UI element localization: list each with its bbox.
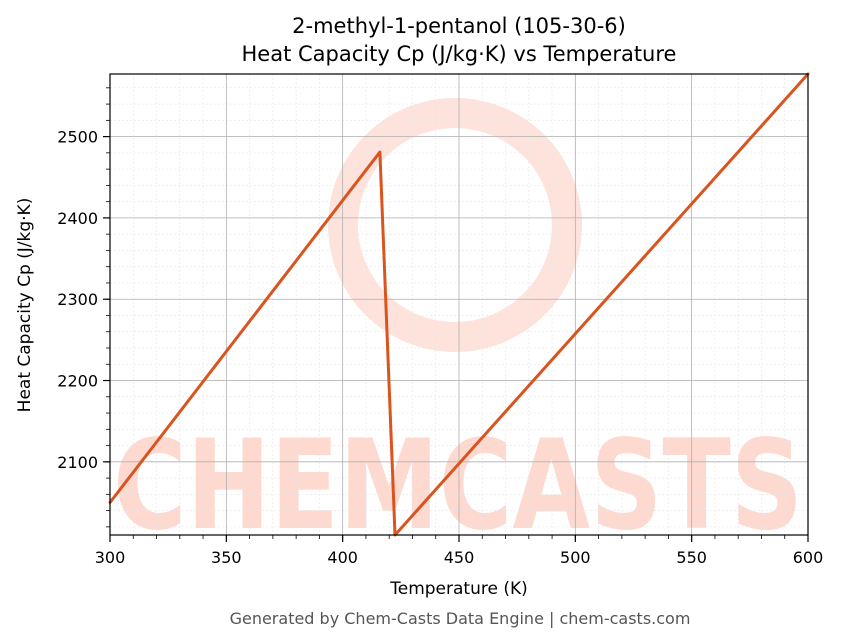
x-tick-label: 400 — [327, 548, 358, 567]
series-line — [108, 72, 810, 537]
x-tick-label: 550 — [676, 548, 707, 567]
x-tick-label: 600 — [793, 548, 824, 567]
y-tick-label: 2400 — [57, 209, 98, 228]
y-tick-label: 2500 — [57, 128, 98, 147]
y-axis-label: Heat Capacity Cp (J/kg·K) — [15, 198, 35, 413]
x-tick-label: 500 — [560, 548, 591, 567]
x-tick-label: 450 — [444, 548, 475, 567]
x-tick-labels: 300 350 400 450 500 550 600 — [95, 548, 824, 567]
chart-title-line1: 2-methyl-1-pentanol (105-30-6) — [292, 14, 626, 38]
x-tick-label: 350 — [211, 548, 242, 567]
axis-ticks — [103, 87, 809, 542]
y-tick-label: 2200 — [57, 372, 98, 391]
series-layer — [108, 72, 810, 537]
y-tick-labels: 2100 2200 2300 2400 2500 — [57, 128, 98, 472]
y-tick-label: 2300 — [57, 290, 98, 309]
watermark-logo-ring — [328, 98, 582, 352]
chart-title-line2: Heat Capacity Cp (J/kg·K) vs Temperature — [242, 42, 677, 66]
x-axis-label: Temperature (K) — [389, 579, 528, 599]
x-tick-label: 300 — [95, 548, 126, 567]
footer-credit: Generated by Chem-Casts Data Engine | ch… — [230, 609, 691, 628]
y-tick-label: 2100 — [57, 453, 98, 472]
watermark: CHEMCASTS — [113, 98, 803, 558]
watermark-text: CHEMCASTS — [113, 414, 803, 558]
